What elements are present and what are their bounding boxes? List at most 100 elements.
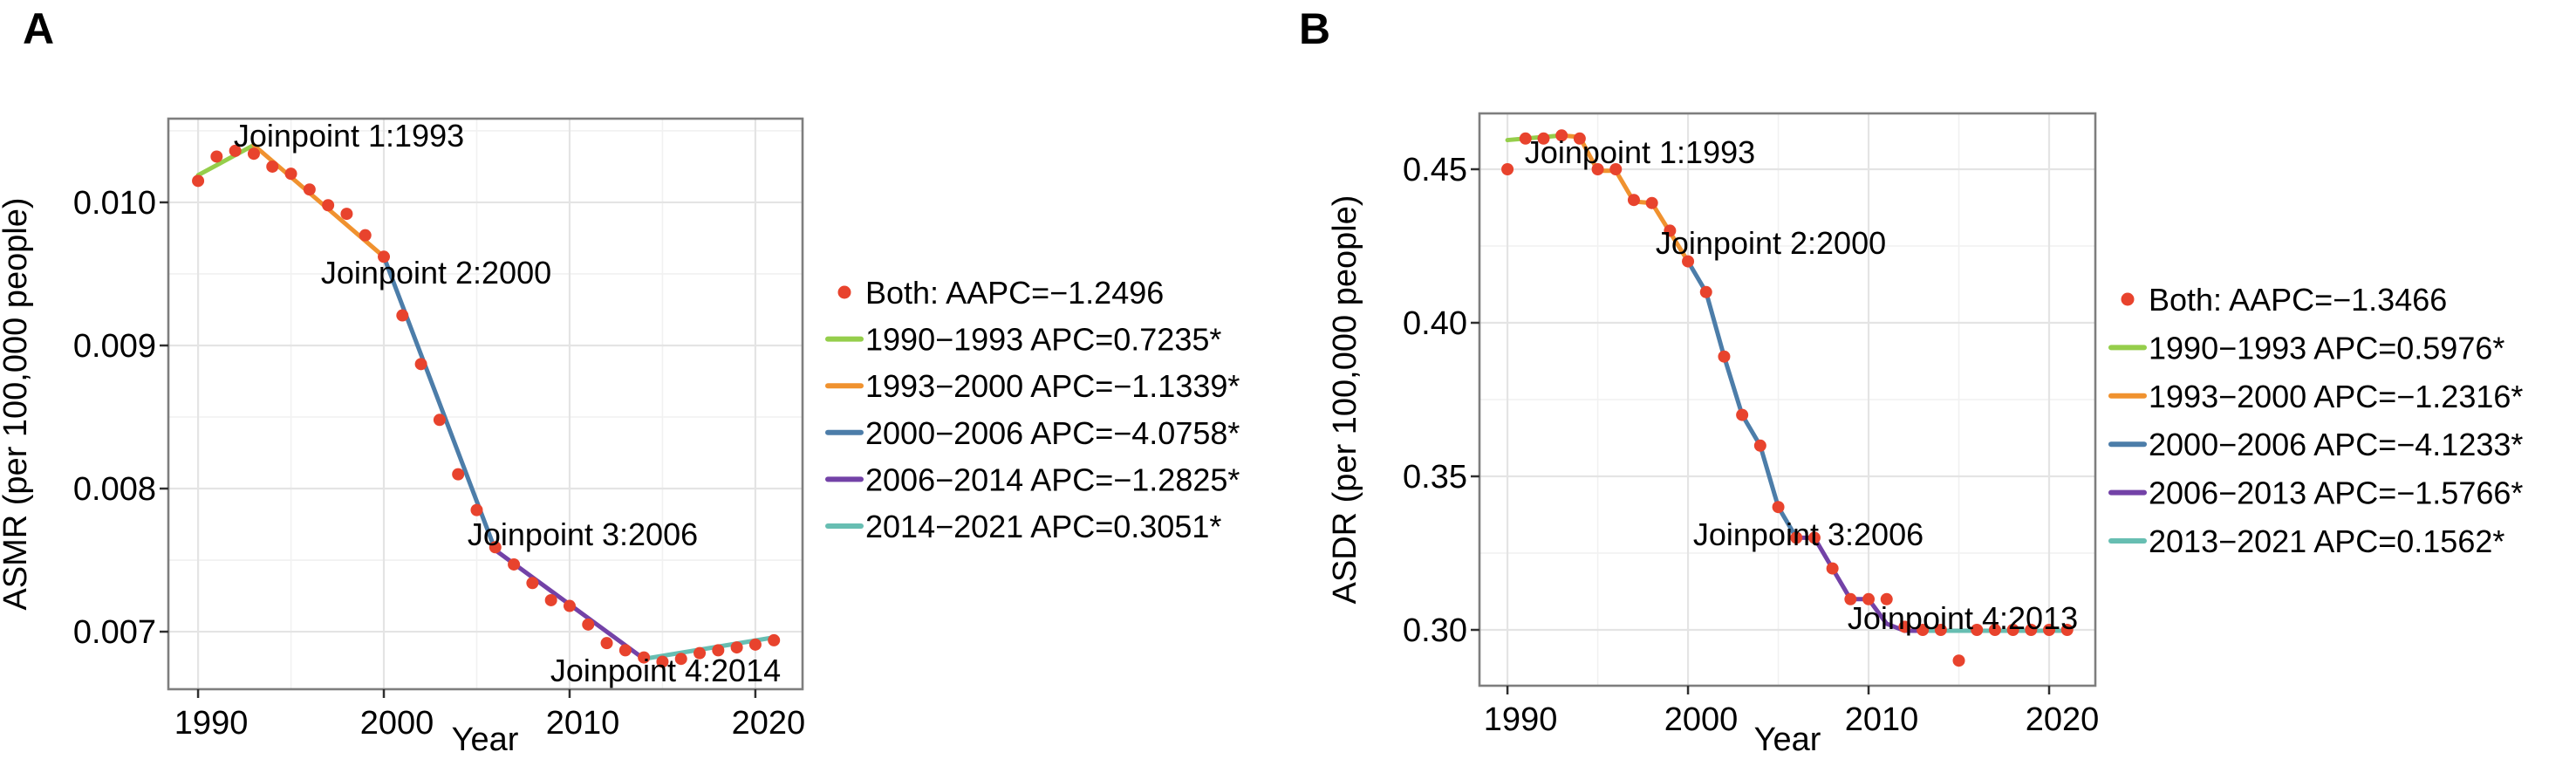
data-point [1664,224,1677,237]
data-point [1862,592,1876,605]
panel-label: B [1299,4,1330,53]
data-point [1645,196,1658,209]
data-point [322,199,335,212]
legend-label: 1993−2000 APC=−1.2316* [2149,379,2523,414]
data-point [303,183,316,196]
legend-item: 2006−2013 APC=−1.5766* [2108,475,2523,511]
joinpoint-annotation: Joinpoint 4:2014 [550,653,781,688]
joinpoint-annotation: Joinpoint 4:2013 [1848,600,2078,636]
x-axis-title: Year [1754,721,1821,758]
trend-segment-blue [381,254,498,553]
joinpoint-annotation: Joinpoint 1:1993 [1525,134,1755,170]
data-point [1844,592,1857,605]
data-point [489,541,502,554]
data-point [1699,285,1712,298]
y-tick-label: 0.35 [1403,459,1467,496]
data-point [266,160,279,173]
data-point [470,503,483,516]
data-point [1627,194,1640,207]
legend-label: 2006−2013 APC=−1.5766* [2149,475,2523,511]
joinpoint-annotation: Joinpoint 1:1993 [234,118,464,154]
data-point [1898,620,1911,633]
data-point [1682,255,1695,268]
data-point [229,144,242,157]
data-point [452,468,465,481]
legend-label: 2000−2006 APC=−4.1233* [2149,427,2523,462]
legend-label: Both: AAPC=−1.2496 [865,275,1164,311]
data-point [414,358,427,371]
y-tick-label: 0.008 [73,471,156,508]
data-point [712,644,725,657]
legend-label: 2013−2021 APC=0.1562* [2149,523,2504,559]
legend-item: 2006−2014 APC=−1.2825* [825,462,1240,497]
y-axis-title: ASMR (per 100,000 people) [0,197,34,610]
panel-b: 1990 2000 2010 2020 0.30 0.35 0.40 0.45 Year ASDR… [1299,4,2523,758]
legend-item: 1993−2000 APC=−1.1339* [825,368,1240,404]
trend-segment-green [195,142,256,178]
panel-label: A [23,4,54,53]
legend-label: 2006−2014 APC=−1.2825* [865,462,1240,497]
data-point [694,646,707,660]
data-point [1573,132,1586,145]
x-tick-label: 2020 [732,705,806,742]
joinpoint-annotation: Joinpoint 2:2000 [321,255,551,291]
legend-label: 1990−1993 APC=0.7235* [865,322,1221,358]
legend-item: 2014−2021 APC=0.3051* [825,509,1221,544]
x-axis-title: Year [452,721,519,758]
plot-border [1478,112,2097,687]
data-point [638,651,651,664]
legend-label: 2014−2021 APC=0.3051* [865,509,1221,544]
trend-segment-blue [1721,354,1745,418]
legend-item: Both: AAPC=−1.2496 [837,275,1164,311]
legend-label: Both: AAPC=−1.3466 [2149,282,2447,318]
legend-item: 2000−2006 APC=−4.0758* [825,415,1240,451]
data-point [2025,624,2038,637]
legend-item: 1990−1993 APC=0.5976* [2108,330,2504,366]
data-point [582,618,595,631]
data-point [1952,654,1965,667]
data-point [1519,132,1532,145]
x-tick-label: 2020 [2026,701,2100,738]
data-point [618,644,632,657]
data-point [284,168,297,181]
data-point [378,250,391,263]
trend-segment-blue [1758,443,1781,509]
legend-item: 2013−2021 APC=0.1562* [2108,523,2504,559]
x-tick-label: 2000 [360,705,434,742]
joinpoint-annotation: Joinpoint 2:2000 [1656,225,1886,261]
panel-a: 1990 2000 2010 2020 0.007 0.008 0.009 0.010 Year… [0,4,1240,758]
data-point [340,208,353,221]
legend-point-key [837,285,851,299]
data-point [1537,132,1550,145]
legend-label: 1990−1993 APC=0.5976* [2149,330,2504,366]
legend-item: 1993−2000 APC=−1.2316* [2108,379,2523,414]
x-tick-label: 2000 [1664,701,1739,738]
data-point [1772,501,1785,514]
data-point [1753,439,1766,452]
data-point [1591,162,1604,175]
x-tick-label: 1990 [1484,701,1558,738]
data-point [1826,562,1839,575]
y-tick-label: 0.007 [73,614,156,651]
legend-point-key [2121,292,2135,306]
data-point [544,593,557,606]
data-point [1917,624,1930,637]
data-point [656,655,669,668]
data-point [210,150,223,163]
data-point [526,577,539,590]
x-tick-label: 2010 [546,705,620,742]
y-tick-label: 0.30 [1403,612,1467,649]
joinpoint-annotation: Joinpoint 3:2006 [468,516,698,552]
data-point [1736,408,1749,421]
y-tick-label: 0.40 [1403,305,1467,342]
legend-item: 1990−1993 APC=0.7235* [825,322,1221,358]
joinpoint-annotation: Joinpoint 3:2006 [1693,516,1923,552]
data-point [192,174,205,188]
x-tick-label: 2010 [1845,701,1919,738]
data-point [748,638,762,651]
data-point [1609,162,1623,175]
data-point [600,637,613,650]
data-point [1555,129,1568,142]
